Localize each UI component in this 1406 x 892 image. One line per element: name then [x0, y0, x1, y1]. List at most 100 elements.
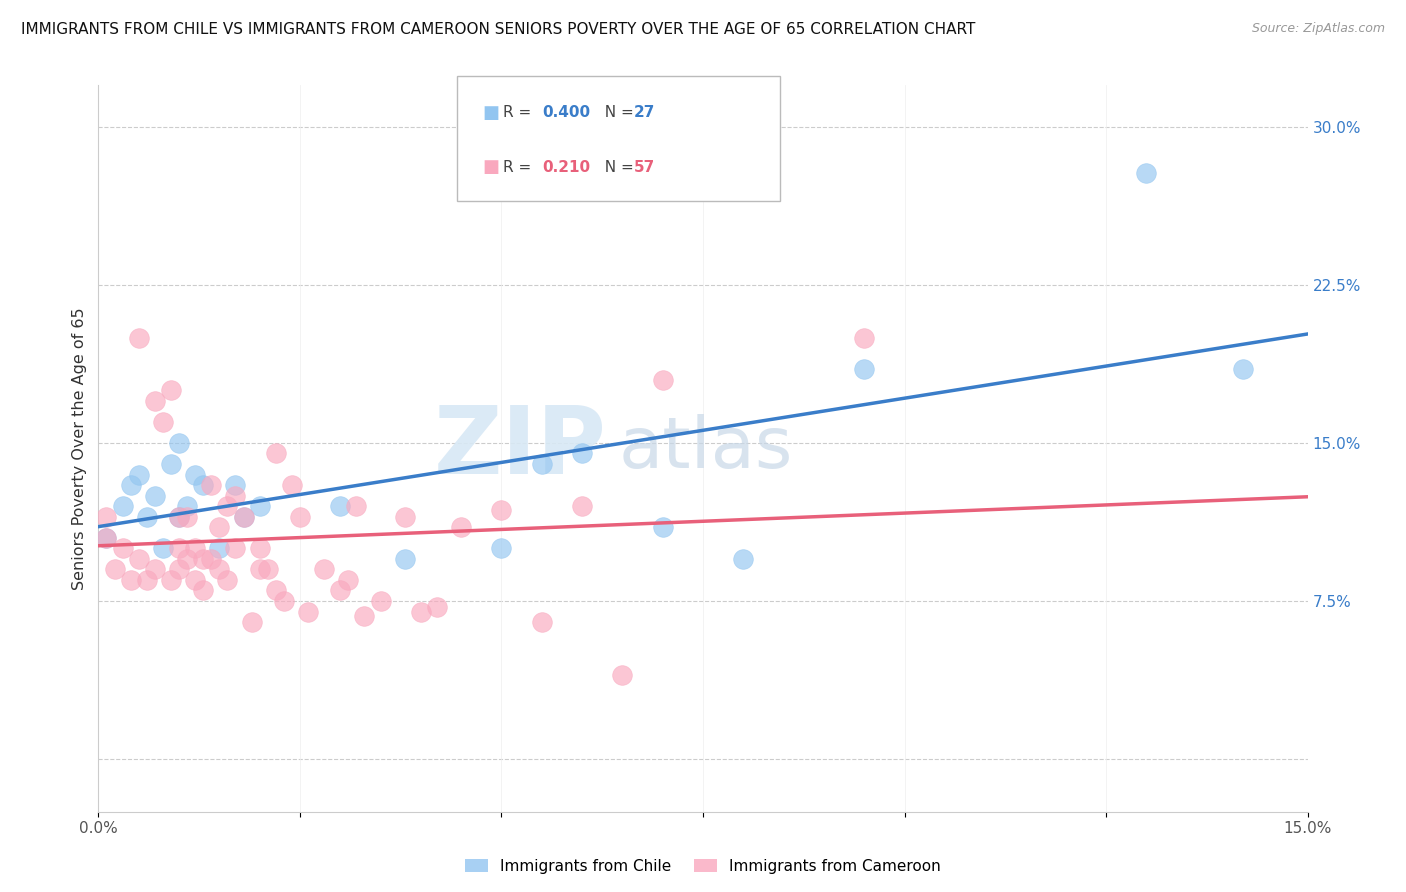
Point [249, 541, 271, 556]
Point [96, 531, 118, 545]
Text: atlas: atlas [619, 414, 793, 483]
Point [314, 562, 336, 576]
Point [297, 605, 319, 619]
Point [329, 499, 352, 513]
Point [571, 446, 593, 460]
Point [1135, 166, 1157, 180]
Point [111, 541, 134, 556]
Point [143, 393, 166, 408]
Point [224, 478, 246, 492]
Legend: Immigrants from Chile, Immigrants from Cameroon: Immigrants from Chile, Immigrants from C… [458, 853, 948, 880]
Point [208, 541, 231, 556]
Point [249, 499, 271, 513]
Point [249, 562, 271, 576]
Point [111, 499, 134, 513]
Point [530, 615, 553, 629]
Point [176, 509, 198, 524]
Point [96, 509, 118, 524]
Point [103, 562, 125, 576]
Point [120, 573, 142, 587]
Point [651, 520, 673, 534]
Point [264, 583, 287, 598]
Point [167, 436, 190, 450]
Point [167, 541, 190, 556]
Point [426, 600, 449, 615]
Point [143, 562, 166, 576]
Text: R =: R = [503, 160, 541, 175]
Point [176, 552, 198, 566]
Point [152, 415, 174, 429]
Text: 27: 27 [634, 105, 655, 120]
Point [208, 562, 231, 576]
Point [167, 562, 190, 576]
Point [394, 509, 416, 524]
Point [217, 499, 239, 513]
Point [128, 552, 150, 566]
Point [281, 478, 304, 492]
Point [288, 509, 311, 524]
Point [651, 373, 673, 387]
Point [160, 573, 183, 587]
Point [232, 509, 254, 524]
Text: ZIP: ZIP [433, 402, 606, 494]
Point [530, 457, 553, 471]
Text: 0.210: 0.210 [543, 160, 591, 175]
Point [1232, 362, 1254, 376]
Text: ■: ■ [482, 103, 499, 121]
Point [733, 552, 755, 566]
Point [491, 541, 513, 556]
Point [394, 552, 416, 566]
Point [184, 467, 207, 482]
Point [176, 499, 198, 513]
Point [571, 499, 593, 513]
Point [193, 583, 215, 598]
Point [208, 520, 231, 534]
Point [491, 503, 513, 517]
Point [120, 478, 142, 492]
Point [193, 478, 215, 492]
Point [167, 509, 190, 524]
Point [853, 330, 876, 344]
Point [184, 541, 207, 556]
Text: 57: 57 [634, 160, 655, 175]
Text: N =: N = [595, 160, 638, 175]
Point [344, 499, 367, 513]
Text: N =: N = [595, 105, 638, 120]
Point [135, 509, 157, 524]
Text: Source: ZipAtlas.com: Source: ZipAtlas.com [1251, 22, 1385, 36]
Point [217, 573, 239, 587]
Point [337, 573, 360, 587]
Point [167, 509, 190, 524]
Point [273, 594, 295, 608]
Point [128, 467, 150, 482]
Point [240, 615, 263, 629]
Point [160, 384, 183, 398]
Point [152, 541, 174, 556]
Y-axis label: Seniors Poverty Over the Age of 65: Seniors Poverty Over the Age of 65 [72, 307, 87, 590]
Point [612, 667, 634, 681]
Point [224, 489, 246, 503]
Point [128, 330, 150, 344]
Point [200, 478, 222, 492]
Point [135, 573, 157, 587]
Point [184, 573, 207, 587]
Point [96, 531, 118, 545]
Point [160, 457, 183, 471]
Point [450, 520, 472, 534]
Point [409, 605, 432, 619]
Point [193, 552, 215, 566]
Text: 0.400: 0.400 [543, 105, 591, 120]
Point [370, 594, 392, 608]
Point [853, 362, 876, 376]
Point [224, 541, 246, 556]
Point [353, 608, 375, 623]
Point [200, 552, 222, 566]
Text: IMMIGRANTS FROM CHILE VS IMMIGRANTS FROM CAMEROON SENIORS POVERTY OVER THE AGE O: IMMIGRANTS FROM CHILE VS IMMIGRANTS FROM… [21, 22, 976, 37]
Text: ■: ■ [482, 158, 499, 177]
Text: R =: R = [503, 105, 537, 120]
Point [232, 509, 254, 524]
Point [143, 489, 166, 503]
Point [256, 562, 278, 576]
Point [329, 583, 352, 598]
Point [264, 446, 287, 460]
